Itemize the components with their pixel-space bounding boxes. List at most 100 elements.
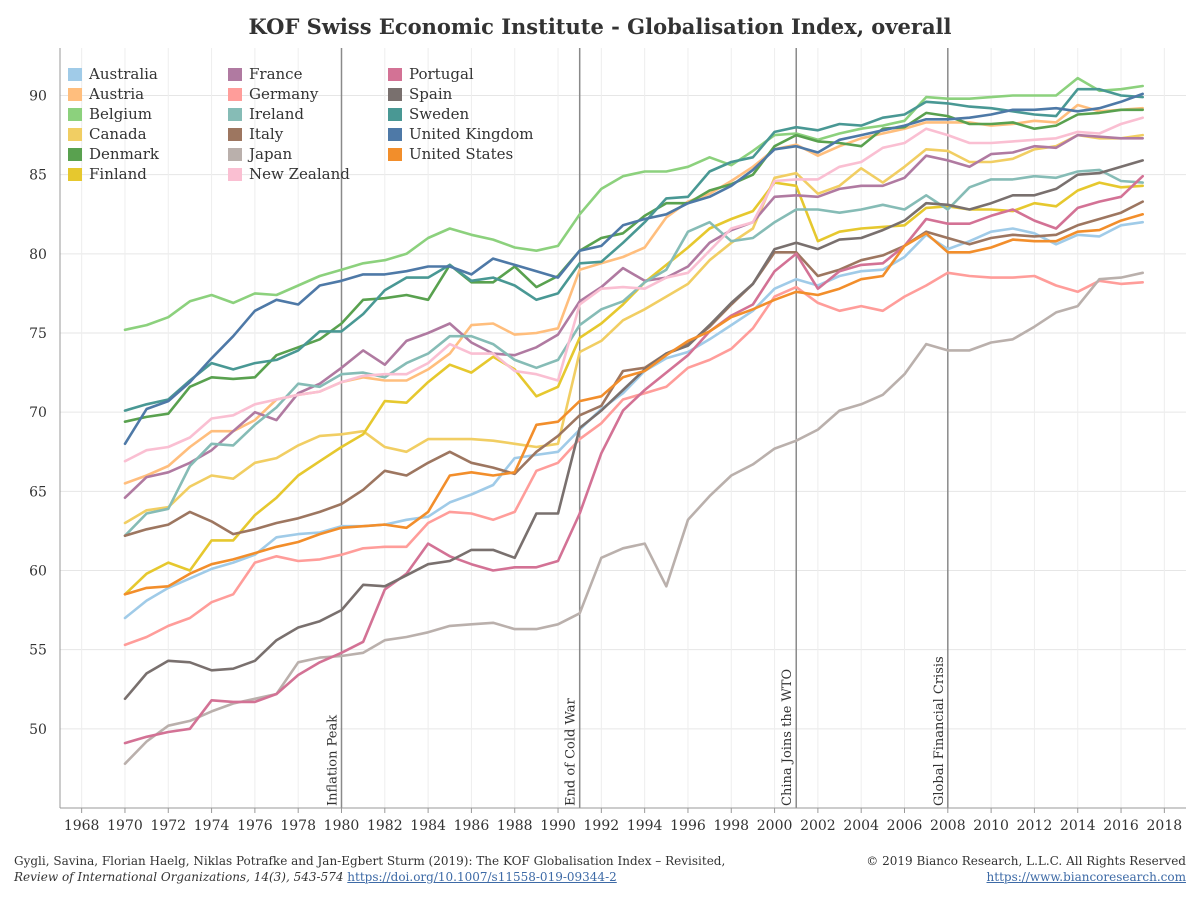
legend-swatch — [68, 168, 82, 181]
event-label: China Joins the WTO — [780, 669, 795, 806]
series-line-japan — [123, 271, 1144, 766]
legend-label: Austria — [88, 85, 144, 103]
series-line-ireland — [123, 168, 1144, 538]
x-tick-label: 1968 — [64, 818, 100, 834]
y-tick-label: 85 — [29, 168, 47, 184]
legend-label: Japan — [247, 145, 293, 163]
x-tick-label: 1974 — [194, 818, 230, 834]
x-tick-label: 2018 — [1147, 818, 1183, 834]
source-citation: Gygli, Savina, Florian Haelg, Niklas Pot… — [14, 853, 725, 885]
legend-label: Finland — [89, 165, 147, 183]
y-tick-label: 55 — [29, 643, 47, 659]
legend-swatch — [228, 68, 242, 81]
series-line-australia — [123, 220, 1144, 620]
x-tick-label: 2012 — [1017, 818, 1053, 834]
citation-line1: Gygli, Savina, Florian Haelg, Niklas Pot… — [14, 854, 726, 868]
y-tick-label: 70 — [29, 405, 47, 421]
x-tick-label: 1978 — [280, 818, 316, 834]
citation-journal: Review of International Organizations, 1… — [14, 870, 344, 884]
x-tick-label: 2004 — [843, 818, 879, 834]
x-tick-label: 2002 — [800, 818, 836, 834]
series-line-spain — [123, 159, 1144, 701]
legend-label: Denmark — [89, 145, 160, 163]
legend-label: United States — [409, 145, 513, 163]
legend-swatch — [388, 128, 402, 141]
x-tick-label: 2010 — [973, 818, 1009, 834]
citation-doi-link[interactable]: https://doi.org/10.1007/s11558-019-09344… — [347, 870, 617, 884]
x-tick-label: 1986 — [454, 818, 490, 834]
legend-swatch — [228, 128, 242, 141]
event-label: End of Cold War — [564, 698, 579, 806]
x-tick-label: 1994 — [627, 818, 663, 834]
website-link[interactable]: https://www.biancoresearch.com — [986, 870, 1186, 884]
legend-label: Sweden — [409, 105, 469, 123]
legend-swatch — [228, 108, 242, 121]
legend-label: Portugal — [409, 65, 474, 83]
x-tick-label: 2008 — [930, 818, 966, 834]
copyright-block: © 2019 Bianco Research, L.L.C. All Right… — [866, 853, 1186, 885]
legend-swatch — [228, 148, 242, 161]
event-label: Inflation Peak — [326, 715, 341, 806]
x-tick-label: 2016 — [1103, 818, 1139, 834]
x-tick-label: 1984 — [410, 818, 446, 834]
legend-swatch — [68, 68, 82, 81]
y-tick-label: 80 — [29, 247, 47, 263]
legend-swatch — [68, 148, 82, 161]
legend-swatch — [68, 88, 82, 101]
legend-swatch — [228, 168, 242, 181]
x-tick-label: 2000 — [757, 818, 793, 834]
y-tick-label: 50 — [29, 722, 47, 738]
chart-title: KOF Swiss Economic Institute - Globalisa… — [248, 14, 952, 39]
legend-label: Canada — [89, 125, 147, 143]
legend-swatch — [388, 88, 402, 101]
legend-label: New Zealand — [249, 165, 350, 183]
y-tick-label: 90 — [29, 89, 47, 105]
x-tick-label: 1982 — [367, 818, 403, 834]
x-tick-label: 1980 — [324, 818, 360, 834]
series-line-belgium — [123, 76, 1144, 332]
legend-label: France — [249, 65, 303, 83]
series-line-sweden — [123, 87, 1144, 412]
grid-lines — [60, 48, 1186, 808]
y-tick-label: 65 — [29, 484, 47, 500]
globalisation-line-chart: Inflation Peak End of Cold War China Joins… — [29, 48, 1186, 834]
series-line-canada — [123, 133, 1144, 525]
legend-swatch — [388, 148, 402, 161]
series-line-finland — [123, 181, 1144, 596]
x-tick-label: 1970 — [107, 818, 143, 834]
y-tick-label: 60 — [29, 564, 47, 580]
x-tick-label: 1998 — [713, 818, 749, 834]
axes: 50 55 60 65 70 75 80 85 90 1968 1970 1972 1974 1976 19… — [29, 48, 1186, 834]
series-line-united-states — [123, 213, 1144, 596]
legend: Australia Austria Belgium Canada Denmark Finl… — [68, 65, 534, 183]
x-tick-label: 1992 — [584, 818, 620, 834]
legend-label: Spain — [409, 85, 453, 103]
legend-label: Ireland — [249, 105, 304, 123]
series-line-germany — [123, 271, 1144, 647]
legend-label: United Kingdom — [409, 125, 534, 143]
event-label: Global Financial Crisis — [932, 656, 947, 806]
x-tick-label: 1988 — [497, 818, 533, 834]
series-line-france — [123, 133, 1144, 500]
legend-swatch — [388, 108, 402, 121]
legend-label: Germany — [249, 85, 319, 103]
legend-label: Italy — [249, 125, 284, 143]
legend-label: Australia — [88, 65, 158, 83]
series-lines — [123, 76, 1144, 766]
series-line-portugal — [123, 174, 1144, 745]
series-line-new-zealand — [123, 116, 1144, 463]
x-tick-label: 2014 — [1060, 818, 1096, 834]
series-line-denmark — [123, 108, 1144, 424]
series-line-united-kingdom — [123, 92, 1144, 446]
legend-label: Belgium — [89, 105, 152, 123]
x-tick-label: 2006 — [887, 818, 923, 834]
x-tick-label: 1996 — [670, 818, 706, 834]
legend-swatch — [228, 88, 242, 101]
legend-swatch — [388, 68, 402, 81]
y-tick-label: 75 — [29, 326, 47, 342]
series-line-italy — [123, 200, 1144, 538]
x-tick-label: 1972 — [150, 818, 186, 834]
legend-swatch — [68, 128, 82, 141]
legend-swatch — [68, 108, 82, 121]
x-tick-label: 1990 — [540, 818, 576, 834]
